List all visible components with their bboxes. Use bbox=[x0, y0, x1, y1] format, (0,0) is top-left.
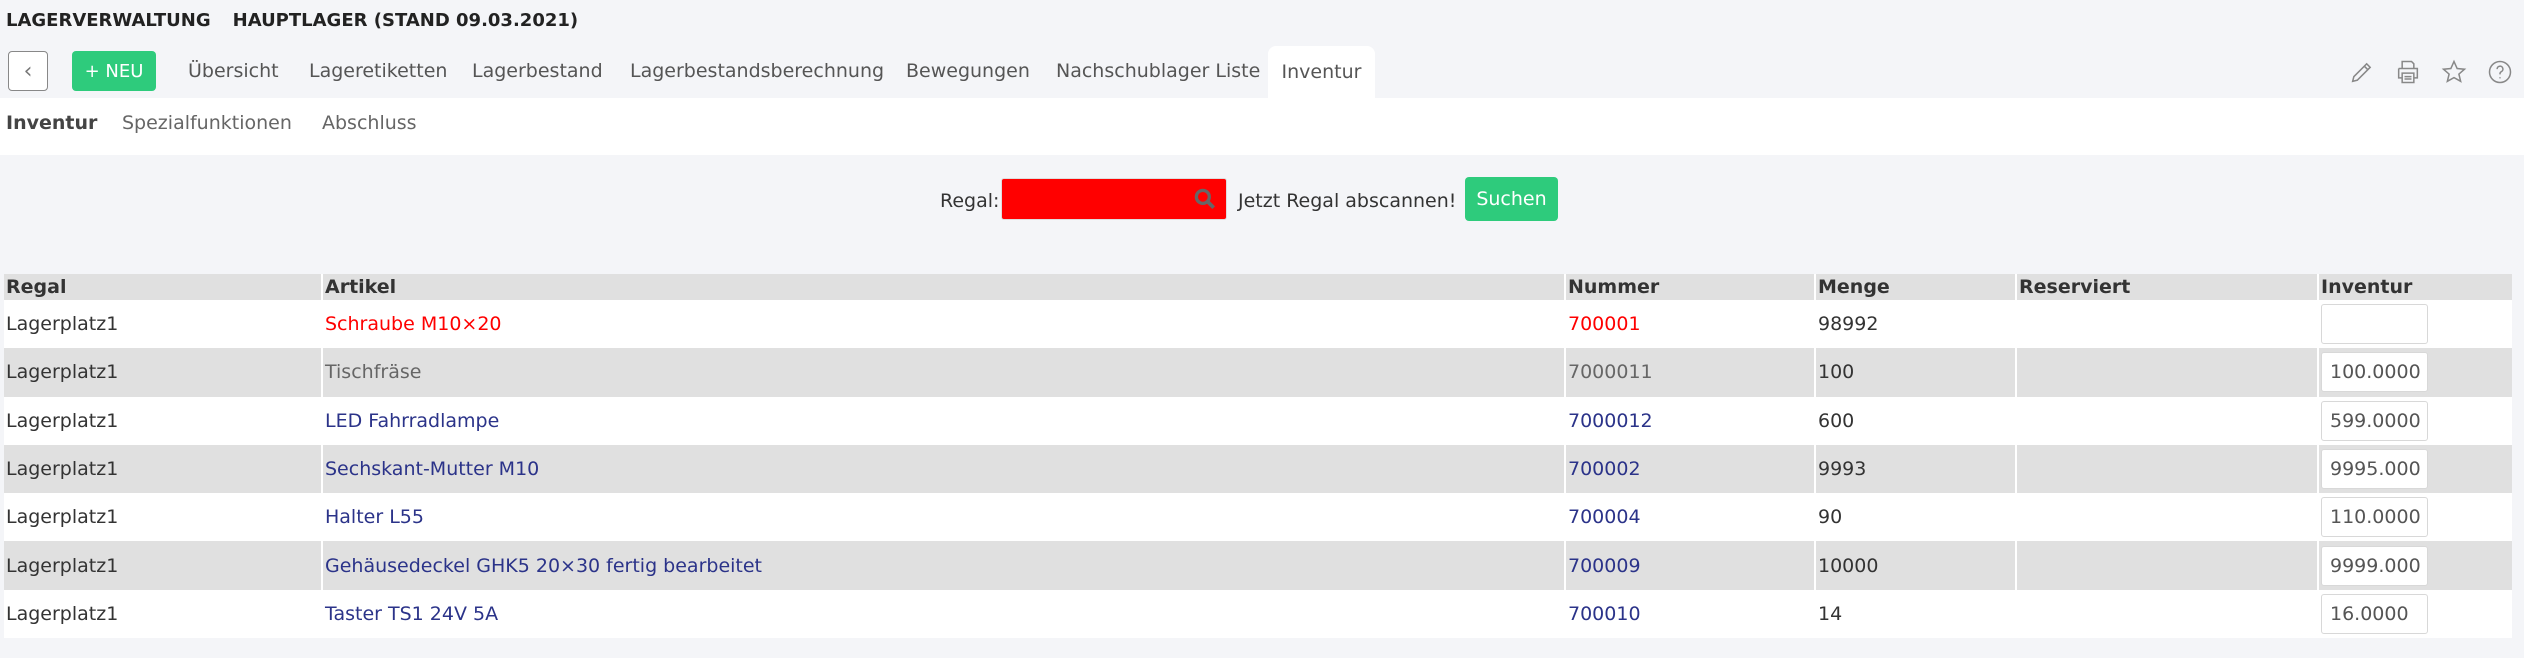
inventur-input[interactable]: 100.0000 bbox=[2321, 352, 2428, 393]
column-header-menge[interactable]: Menge bbox=[1814, 274, 2016, 300]
cell-nummer-link[interactable]: 700009 bbox=[1564, 541, 1815, 590]
column-header-nummer[interactable]: Nummer bbox=[1564, 274, 1815, 300]
inventur-input[interactable]: 110.0000 bbox=[2321, 497, 2428, 538]
tab-lagerbestandsberechnung[interactable]: Lagerbestandsberechnung bbox=[630, 60, 885, 82]
cell-reserviert bbox=[2015, 300, 2318, 349]
cell-artikel-link[interactable]: Taster TS1 24V 5A bbox=[321, 589, 1565, 639]
star-icon[interactable] bbox=[2440, 58, 2468, 86]
cell-inventur: 100.0000 bbox=[2317, 348, 2512, 397]
cell-artikel-link[interactable]: Gehäusedeckel GHK5 20×30 fertig bearbeit… bbox=[321, 541, 1565, 590]
column-header-regal[interactable]: Regal bbox=[4, 274, 322, 300]
subnav-spezialfunktionen[interactable]: Spezialfunktionen bbox=[122, 112, 292, 134]
table-row: Lagerplatz1 Sechskant-Mutter M10 700002 999… bbox=[4, 444, 2512, 494]
cell-inventur bbox=[2317, 300, 2512, 349]
cell-reserviert bbox=[2015, 348, 2318, 397]
cell-menge: 10000 bbox=[1814, 541, 2016, 590]
regal-label: Regal: bbox=[940, 190, 1000, 212]
inventory-table: Regal Artikel Nummer Menge Reserviert In… bbox=[4, 274, 2512, 639]
sub-navigation bbox=[0, 98, 2524, 155]
scan-hint: Jetzt Regal abscannen! bbox=[1238, 190, 1457, 212]
cell-inventur: 9995.000 bbox=[2317, 444, 2512, 494]
cell-menge: 600 bbox=[1814, 396, 2016, 445]
subnav-inventur[interactable]: Inventur bbox=[6, 112, 98, 134]
search-button[interactable]: Suchen bbox=[1465, 177, 1558, 221]
table-row: Lagerplatz1 Tischfräse 7000011 100 100.0000 bbox=[4, 348, 2512, 397]
help-icon[interactable] bbox=[2486, 58, 2514, 86]
regal-input[interactable] bbox=[1001, 178, 1227, 220]
cell-reserviert bbox=[2015, 541, 2318, 590]
cell-nummer-link[interactable]: 700002 bbox=[1564, 444, 1815, 494]
inventur-input[interactable]: 599.0000 bbox=[2321, 400, 2428, 441]
cell-inventur: 110.0000 bbox=[2317, 493, 2512, 542]
tab-lageretiketten[interactable]: Lageretiketten bbox=[309, 60, 448, 82]
cell-nummer-link[interactable]: 7000011 bbox=[1564, 348, 1815, 397]
cell-artikel-link[interactable]: Schraube M10×20 bbox=[321, 300, 1565, 349]
cell-menge: 14 bbox=[1814, 589, 2016, 639]
app-title: LAGERVERWALTUNG bbox=[6, 10, 211, 31]
cell-nummer-link[interactable]: 7000012 bbox=[1564, 396, 1815, 445]
inventur-input[interactable] bbox=[2321, 304, 2428, 345]
cell-inventur: 599.0000 bbox=[2317, 396, 2512, 445]
cell-regal: Lagerplatz1 bbox=[6, 506, 119, 529]
cell-regal: Lagerplatz1 bbox=[6, 602, 119, 625]
cell-artikel-link[interactable]: Tischfräse bbox=[321, 348, 1565, 397]
table-header: Regal Artikel Nummer Menge Reserviert In… bbox=[4, 274, 2512, 300]
cell-artikel-link[interactable]: LED Fahrradlampe bbox=[321, 396, 1565, 445]
cell-regal: Lagerplatz1 bbox=[6, 313, 119, 336]
cell-regal: Lagerplatz1 bbox=[4, 444, 322, 494]
table-row: Lagerplatz1 LED Fahrradlampe 7000012 600 599… bbox=[4, 396, 2512, 445]
tab-lagerbestand[interactable]: Lagerbestand bbox=[472, 60, 603, 82]
tab-uebersicht[interactable]: Übersicht bbox=[188, 60, 279, 82]
back-button[interactable]: ‹ bbox=[8, 51, 48, 91]
subnav-abschluss[interactable]: Abschluss bbox=[322, 112, 417, 134]
cell-regal: Lagerplatz1 bbox=[6, 409, 119, 432]
column-header-artikel[interactable]: Artikel bbox=[321, 274, 1565, 300]
cell-menge: 9993 bbox=[1814, 444, 2016, 494]
search-icon[interactable] bbox=[1192, 186, 1218, 212]
cell-reserviert bbox=[2015, 396, 2318, 445]
new-button[interactable]: + NEU bbox=[72, 51, 156, 91]
tab-nachschublager-liste[interactable]: Nachschublager Liste bbox=[1056, 60, 1261, 82]
cell-nummer-link[interactable]: 700010 bbox=[1564, 589, 1815, 639]
column-header-reserviert[interactable]: Reserviert bbox=[2015, 274, 2318, 300]
cell-nummer-link[interactable]: 700001 bbox=[1564, 300, 1815, 349]
tab-inventur[interactable]: Inventur bbox=[1268, 46, 1375, 98]
cell-regal: Lagerplatz1 bbox=[4, 348, 322, 397]
cell-nummer-link[interactable]: 700004 bbox=[1564, 493, 1815, 542]
table-row: Lagerplatz1 Schraube M10×20 700001 98992 bbox=[4, 300, 2512, 349]
page-title: LAGERVERWALTUNG HAUPTLAGER (STAND 09.03.2… bbox=[6, 10, 578, 31]
cell-menge: 90 bbox=[1814, 493, 2016, 542]
cell-reserviert bbox=[2015, 589, 2318, 639]
table-row: Lagerplatz1 Halter L55 700004 90 110.0000 bbox=[4, 493, 2512, 542]
cell-reserviert bbox=[2015, 493, 2318, 542]
column-header-inventur[interactable]: Inventur bbox=[2317, 274, 2512, 300]
pencil-icon[interactable] bbox=[2348, 58, 2376, 86]
inventur-input[interactable]: 9999.000 bbox=[2321, 545, 2428, 586]
cell-regal: Lagerplatz1 bbox=[4, 541, 322, 590]
cell-inventur: 9999.000 bbox=[2317, 541, 2512, 590]
cell-reserviert bbox=[2015, 444, 2318, 494]
inventur-input[interactable]: 9995.000 bbox=[2321, 449, 2428, 490]
cell-menge: 98992 bbox=[1814, 300, 2016, 349]
chevron-left-icon: ‹ bbox=[23, 58, 33, 84]
inventur-input[interactable]: 16.0000 bbox=[2321, 593, 2428, 634]
table-row: Lagerplatz1 Taster TS1 24V 5A 700010 14 16.0… bbox=[4, 589, 2512, 639]
cell-artikel-link[interactable]: Halter L55 bbox=[321, 493, 1565, 542]
printer-icon[interactable] bbox=[2394, 58, 2422, 86]
table-row: Lagerplatz1 Gehäusedeckel GHK5 20×30 fert… bbox=[4, 541, 2512, 590]
cell-artikel-link[interactable]: Sechskant-Mutter M10 bbox=[321, 444, 1565, 494]
cell-inventur: 16.0000 bbox=[2317, 589, 2512, 639]
tab-bewegungen[interactable]: Bewegungen bbox=[906, 60, 1030, 82]
page-subtitle: HAUPTLAGER (STAND 09.03.2021) bbox=[232, 10, 579, 31]
cell-menge: 100 bbox=[1814, 348, 2016, 397]
